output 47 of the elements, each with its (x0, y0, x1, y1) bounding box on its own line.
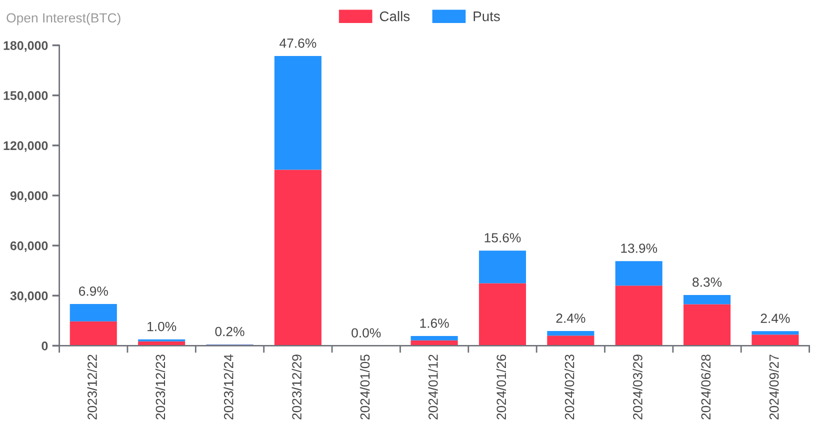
annotation: 1.0% (148, 322, 176, 332)
y-axis-title: Open Interest(BTC) (6, 12, 120, 26)
y-tick-label: 0 (42, 342, 48, 350)
annotation: 6.9% (79, 286, 108, 296)
bar (547, 336, 594, 346)
bar (70, 321, 117, 346)
annotation: 2.4% (760, 314, 790, 323)
annotation: 0.2% (215, 326, 244, 336)
bar (547, 331, 594, 336)
y-tick-label: 180,000 (4, 41, 48, 52)
bar (684, 304, 731, 346)
annotation: 13.9% (621, 244, 658, 253)
y-tick-label: 30,000 (10, 291, 48, 302)
x-tick-label: 2024/01/26 (496, 354, 506, 420)
legend-label: Puts (474, 12, 500, 22)
bar (684, 294, 731, 304)
bar (410, 336, 458, 340)
legend-label: Calls (380, 11, 410, 22)
annotation: 15.6% (484, 233, 521, 242)
bar (478, 283, 526, 346)
annotation: 2.4% (556, 314, 586, 323)
bar (752, 331, 799, 335)
x-tick-label: 2024/09/27 (769, 354, 779, 420)
x-tick-label: 2023/12/22 (87, 354, 97, 420)
bar (274, 56, 322, 170)
x-tick-label: 2024/06/28 (700, 354, 711, 420)
bar (274, 170, 322, 346)
x-tick-label: 2024/01/12 (428, 354, 438, 420)
bar (615, 286, 662, 346)
bar (70, 304, 117, 322)
annotation: 1.6% (420, 318, 449, 328)
bar (752, 334, 799, 346)
annotation: 47.6% (280, 38, 316, 48)
bar (478, 250, 526, 284)
x-tick-label: 2023/12/23 (155, 354, 166, 420)
y-tick-label: 150,000 (4, 91, 48, 102)
x-tick-label: 2024/01/05 (360, 354, 370, 420)
y-tick-label: 60,000 (10, 241, 48, 252)
x-tick-label: 2024/03/29 (632, 354, 642, 420)
bar (615, 261, 662, 286)
annotation: 0.0% (352, 328, 381, 338)
y-tick-label: 90,000 (10, 191, 48, 202)
y-tick-label: 120,000 (4, 141, 48, 152)
x-tick-label: 2023/12/29 (292, 354, 302, 420)
x-tick-label: 2023/12/24 (224, 354, 234, 420)
x-tick-label: 2024/02/23 (564, 354, 574, 420)
annotation: 8.3% (692, 277, 722, 287)
